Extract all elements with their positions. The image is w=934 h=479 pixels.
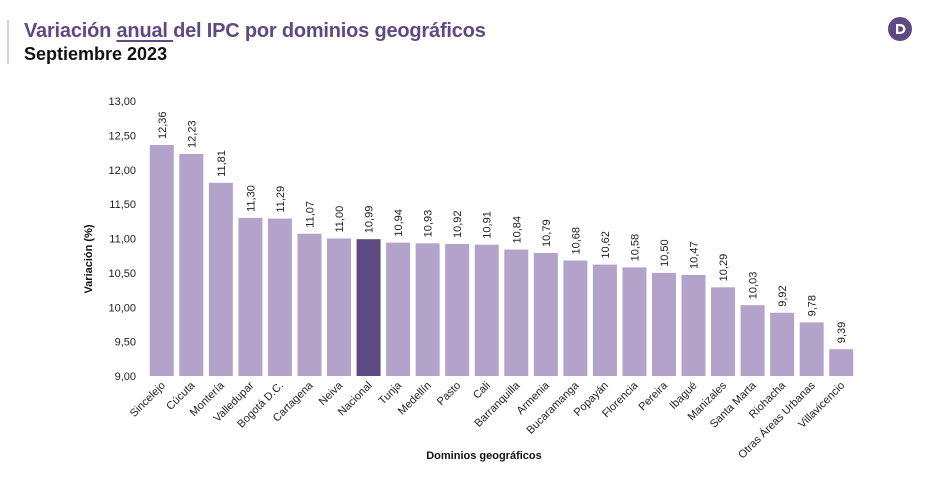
bar-sincelejo [149, 145, 174, 376]
y-tick-label: 12,00 [108, 165, 136, 177]
bar-manizales [711, 287, 736, 376]
bar-pereira [651, 272, 676, 376]
bar-barranquilla [504, 249, 529, 376]
y-axis: 9,00 9,50 10,00 10,50 11,00 11,50 12,00 12,50 13… [108, 96, 136, 383]
bar-neiva [327, 238, 352, 376]
bar-riohacha [770, 312, 795, 376]
data-label: 9,78 [807, 295, 819, 316]
data-label: 10,47 [689, 241, 701, 269]
bar-bogotá-d-c- [267, 218, 292, 376]
x-axis: SincelejoCúcutaMonteríaValleduparBogotá … [128, 379, 848, 462]
title-accent-bar [7, 20, 9, 64]
data-label: 11,30 [245, 185, 257, 212]
bar-ibagué [681, 274, 706, 376]
bar-florencia [622, 267, 647, 376]
bars-group [149, 145, 854, 376]
y-tick-label: 10,00 [108, 302, 136, 314]
y-axis-title: Variación (%) [83, 224, 95, 293]
y-tick-label: 9,50 [115, 337, 136, 349]
data-label: 11,00 [334, 206, 346, 233]
data-label: 9,92 [777, 285, 789, 306]
x-tick-label: Pereira [637, 379, 671, 413]
bar-villavicencio [829, 349, 854, 376]
bar-tunja [386, 242, 411, 376]
x-tick-label: Medellín [396, 380, 434, 418]
title-part-1: Variación [24, 20, 117, 42]
data-label: 10,58 [629, 234, 641, 262]
bar-popayán [592, 264, 617, 376]
bar-medellín [415, 243, 440, 376]
data-label: 11,81 [216, 150, 228, 177]
bar-bucaramanga [563, 260, 588, 376]
bar-cali [474, 244, 499, 376]
data-label: 10,92 [452, 210, 464, 238]
data-label: 10,79 [541, 219, 553, 247]
title-part-2: del IPC por dominios geográficos [173, 20, 486, 42]
data-label: 10,62 [600, 231, 612, 259]
dane-logo-icon [888, 17, 912, 41]
bar-otras-áreas-urbanas [799, 322, 824, 376]
data-label: 10,84 [511, 216, 523, 244]
chart-subtitle: Septiembre 2023 [24, 44, 168, 64]
data-label: 12,23 [186, 120, 198, 148]
title-underlined-word: anual [116, 20, 174, 42]
data-label: 10,93 [423, 210, 435, 238]
y-tick-label: 10,50 [108, 268, 136, 280]
data-label: 10,03 [748, 272, 760, 300]
chart-title: Variación anual del IPC por dominios geo… [24, 20, 486, 43]
y-tick-label: 13,00 [108, 96, 136, 108]
data-label: 11,07 [304, 201, 316, 228]
data-label: 10,99 [364, 206, 376, 234]
data-label: 9,39 [836, 322, 848, 343]
x-tick-label: Pasto [435, 380, 463, 408]
x-tick-label: Cali [471, 380, 493, 402]
bar-armenia [533, 252, 558, 376]
bar-valledupar [238, 217, 263, 376]
bar-pasto [445, 244, 470, 376]
bar-santa-marta [740, 305, 765, 376]
data-labels-group: 12,36 12,23 11,81 11,30 11,29 11,07 11,00 10,99… [157, 111, 848, 343]
y-tick-label: 11,00 [109, 234, 136, 246]
data-label: 10,68 [570, 227, 582, 255]
data-label: 10,50 [659, 239, 671, 267]
y-tick-label: 12,50 [108, 130, 136, 142]
bar-montería [208, 182, 233, 376]
x-tick-label: Sincelejo [128, 380, 168, 420]
data-label: 10,94 [393, 209, 405, 237]
data-label: 10,91 [482, 211, 494, 239]
y-tick-label: 9,00 [115, 371, 136, 383]
data-label: 12,36 [157, 111, 169, 139]
bar-cúcuta [179, 153, 204, 376]
y-tick-label: 11,50 [109, 199, 136, 211]
bar-nacional [356, 239, 381, 376]
x-axis-title: Dominios geográficos [426, 450, 542, 462]
data-label: 10,29 [718, 254, 730, 282]
data-label: 11,29 [275, 186, 287, 213]
bar-cartagena [297, 233, 322, 376]
